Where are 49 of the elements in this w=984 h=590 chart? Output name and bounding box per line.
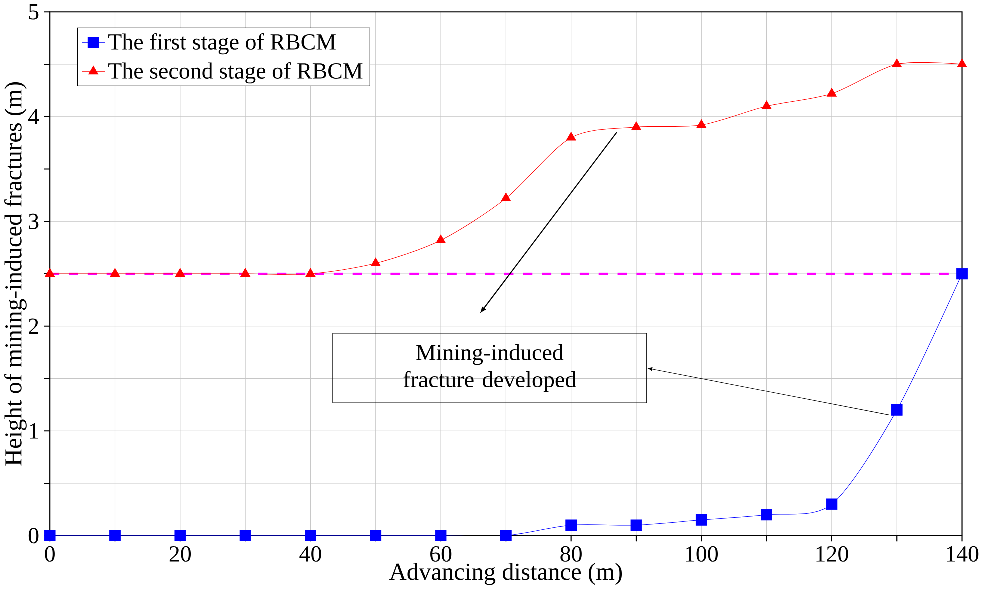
x-tick-label: 0 [45, 546, 55, 562]
point [240, 268, 251, 278]
point [110, 530, 121, 542]
x-tick-label: 140 [947, 546, 979, 562]
legend-label: The first stage of RBCM [108, 34, 336, 55]
point [174, 530, 186, 542]
point [566, 520, 578, 532]
legend-label: The second stage of RBCM [108, 62, 363, 84]
y-tick-label: 5 [29, 4, 39, 20]
point [175, 268, 186, 278]
y-tick-label: 1 [30, 424, 38, 439]
point [45, 268, 56, 278]
x-tick-label: 60 [430, 546, 452, 562]
point [44, 530, 56, 542]
point [435, 530, 447, 542]
point [306, 268, 316, 278]
point [956, 268, 968, 280]
y-tick-label: 0 [28, 528, 39, 544]
x-tick-label: 20 [170, 546, 192, 562]
y-tick-label: 2 [29, 318, 38, 334]
point [630, 520, 642, 532]
point [500, 530, 512, 542]
x-tick-label: 80 [560, 546, 582, 562]
point [696, 120, 707, 128]
x-tick-label: 100 [686, 546, 718, 562]
point [501, 193, 512, 202]
point [240, 530, 252, 542]
x-axis-title: Advancing distance (m) [390, 563, 622, 586]
point [305, 530, 316, 542]
point [110, 268, 120, 278]
point [696, 514, 708, 526]
y-tick-label: 4 [28, 109, 40, 125]
x-tick-label: 120 [816, 546, 848, 562]
x-tick-label: 40 [300, 546, 322, 562]
point [762, 100, 772, 110]
y-tick-label: 3 [29, 214, 39, 230]
point [436, 234, 446, 244]
point [632, 122, 642, 130]
point [957, 58, 968, 68]
point [370, 258, 381, 267]
point [892, 58, 902, 68]
point [891, 404, 903, 416]
y-axis-title: Height of mining-induced fractures (m) [4, 82, 27, 466]
point [566, 132, 576, 141]
annotation: Mining-induced fracture developed [404, 344, 576, 392]
point [826, 498, 838, 510]
point [827, 88, 837, 97]
point [761, 509, 772, 521]
point [370, 530, 382, 542]
